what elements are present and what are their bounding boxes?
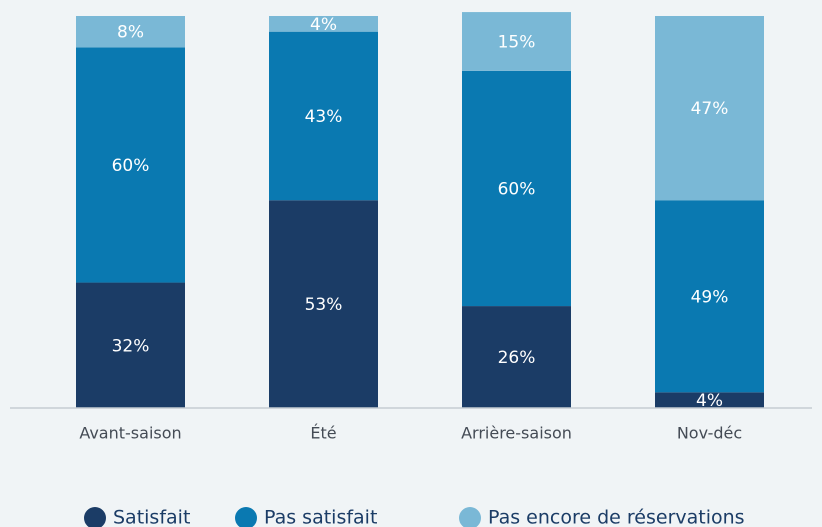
value-label: 26% bbox=[498, 348, 536, 368]
value-label: 43% bbox=[305, 107, 343, 127]
bar-segment bbox=[76, 47, 185, 283]
value-label: 60% bbox=[498, 179, 536, 199]
bar-segment bbox=[462, 306, 571, 408]
bar-segment bbox=[462, 12, 571, 71]
legend-label: Satisfait bbox=[113, 507, 190, 527]
legend-marker bbox=[84, 507, 106, 527]
x-tick-label: Été bbox=[310, 424, 336, 443]
bar-segment bbox=[462, 70, 571, 307]
x-tick-label: Arrière-saison bbox=[461, 424, 572, 443]
value-label: 47% bbox=[691, 99, 729, 119]
bar-segment bbox=[655, 16, 764, 201]
value-label: 4% bbox=[310, 15, 337, 35]
value-label: 4% bbox=[696, 391, 723, 411]
legend-marker bbox=[235, 507, 257, 527]
value-label: 53% bbox=[305, 295, 343, 315]
value-label: 60% bbox=[112, 156, 150, 176]
bar-segment bbox=[655, 200, 764, 393]
value-label: 49% bbox=[691, 287, 729, 307]
value-label: 15% bbox=[498, 32, 536, 52]
x-tick-label: Avant-saison bbox=[79, 424, 181, 443]
value-label: 32% bbox=[112, 336, 150, 356]
bar-segment bbox=[269, 31, 378, 201]
bar-segment bbox=[76, 282, 185, 408]
legend-label: Pas encore de réservations bbox=[488, 507, 745, 527]
bar-segment bbox=[269, 200, 378, 408]
bar-segment bbox=[655, 392, 764, 408]
bar-segment bbox=[269, 16, 378, 32]
legend-label: Pas satisfait bbox=[264, 507, 377, 527]
bar-segment bbox=[76, 16, 185, 48]
value-label: 8% bbox=[117, 23, 144, 43]
legend-marker bbox=[459, 507, 481, 527]
x-tick-label: Nov-déc bbox=[677, 424, 742, 443]
